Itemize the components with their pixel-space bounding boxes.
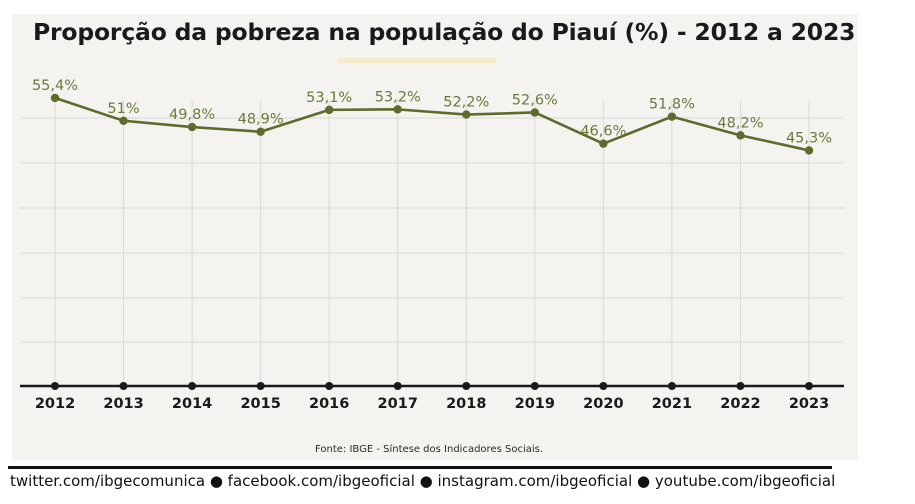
- x-axis-tick-dot: [805, 382, 813, 390]
- data-label: 48,2%: [717, 115, 763, 131]
- x-axis-tick-dot: [667, 382, 676, 390]
- series-poverty: [50, 93, 814, 155]
- data-label: 53,1%: [306, 90, 352, 106]
- footer-social-links: twitter.com/ibgecomunica ● facebook.com/…: [10, 472, 836, 490]
- data-label: 51%: [107, 101, 139, 117]
- data-label: 52,6%: [512, 92, 558, 108]
- x-axis-tick-dot: [599, 382, 608, 390]
- data-point: [530, 108, 540, 117]
- source-note: Fonte: IBGE - Síntese dos Indicadores So…: [314, 444, 544, 455]
- x-axis-tick-dot: [530, 382, 539, 390]
- x-axis-tick-dot: [119, 382, 128, 390]
- footer-divider: [8, 466, 832, 469]
- x-tick-label: 2016: [309, 396, 349, 412]
- data-point: [667, 112, 677, 121]
- x-axis-tick-dot: [736, 382, 745, 390]
- x-axis-tick-dot: [325, 382, 334, 390]
- x-axis-tick-dot: [256, 382, 265, 390]
- data-point: [50, 93, 60, 103]
- chart-title: Proporção da pobreza na população do Pia…: [33, 18, 856, 46]
- data-labels: 55,4% 51% 49,8% 48,9% 53,1% 53,2% 52,2% 52,6% 46…: [32, 78, 832, 147]
- data-label: 53,2%: [375, 89, 421, 105]
- title-highlight: [337, 58, 497, 63]
- x-axis: [20, 382, 844, 390]
- x-tick-label: 2020: [583, 396, 623, 412]
- data-label: 52,2%: [443, 95, 489, 111]
- data-point: [119, 116, 128, 126]
- data-point: [256, 127, 265, 136]
- x-tick-labels: 2012 2013 2014 2015 2016 2017 2018 2019 2020 2021…: [35, 396, 829, 412]
- data-label: 46,6%: [580, 124, 626, 140]
- grid-lines: [20, 100, 844, 386]
- data-point: [324, 105, 334, 115]
- x-tick-label: 2021: [652, 396, 692, 412]
- x-tick-label: 2017: [378, 396, 418, 412]
- data-point: [393, 105, 402, 114]
- x-tick-label: 2013: [103, 396, 143, 412]
- data-label: 48,9%: [238, 112, 284, 128]
- data-point: [736, 131, 745, 140]
- x-tick-label: 2015: [240, 396, 280, 412]
- x-axis-tick-dot: [393, 382, 402, 390]
- x-tick-label: 2012: [35, 396, 75, 412]
- data-label: 49,8%: [169, 107, 215, 123]
- x-axis-tick-dot: [188, 382, 197, 390]
- data-label: 51,8%: [649, 97, 695, 113]
- data-label: 55,4%: [32, 78, 78, 94]
- data-point: [187, 122, 197, 132]
- x-axis-tick-dot: [51, 382, 59, 390]
- x-axis-tick-dot: [462, 382, 471, 390]
- x-tick-label: 2023: [789, 396, 829, 412]
- x-tick-label: 2018: [446, 396, 486, 412]
- data-point: [599, 139, 608, 148]
- data-point: [804, 146, 814, 155]
- data-label: 45,3%: [786, 130, 832, 146]
- x-tick-label: 2022: [720, 396, 760, 412]
- x-tick-label: 2019: [515, 396, 555, 412]
- series-line: [54, 96, 810, 152]
- x-tick-label: 2014: [172, 396, 212, 412]
- data-point: [462, 110, 471, 119]
